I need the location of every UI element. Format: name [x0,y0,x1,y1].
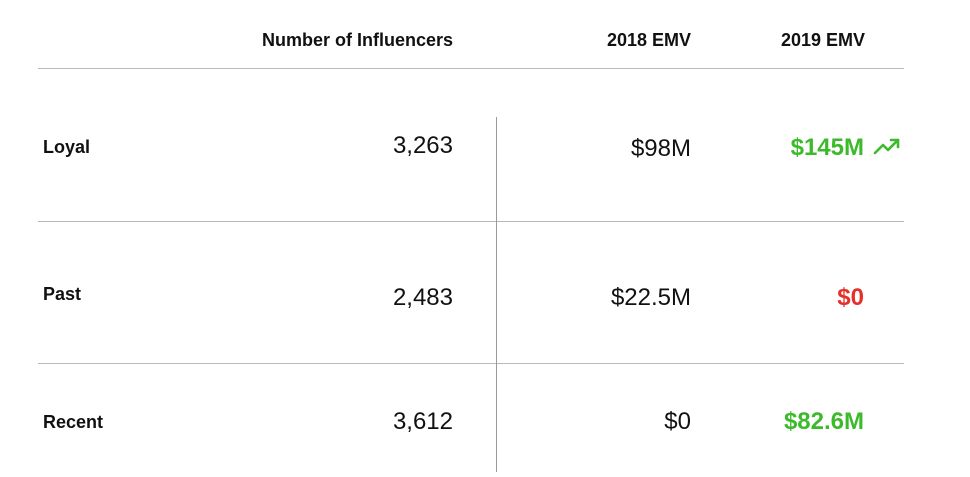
header-divider [38,68,904,69]
cell-influencer-count: 3,612 [392,408,453,435]
row-divider [38,221,904,222]
column-divider [496,117,497,472]
row-label-past: Past [43,284,82,304]
cell-influencer-count: 2,483 [392,284,453,311]
cell-2019-emv: $82.6M [783,408,864,435]
row-label-recent: Recent [43,412,104,432]
cell-2018-emv: $22.5M [610,284,691,311]
header-number-of-influencers: Number of Influencers [261,30,453,50]
row-divider [38,363,904,364]
cell-2018-emv: $98M [630,135,691,162]
cell-2019-emv: $0 [837,284,864,311]
cell-influencer-count: 3,263 [392,132,453,159]
header-2019-emv: 2019 EMV [780,30,865,50]
header-2018-emv: 2018 EMV [606,30,691,50]
row-label-loyal: Loyal [43,137,91,157]
cell-2019-emv: $145M [790,134,864,161]
cell-2018-emv: $0 [664,408,691,435]
trending-up-icon [873,138,900,155]
